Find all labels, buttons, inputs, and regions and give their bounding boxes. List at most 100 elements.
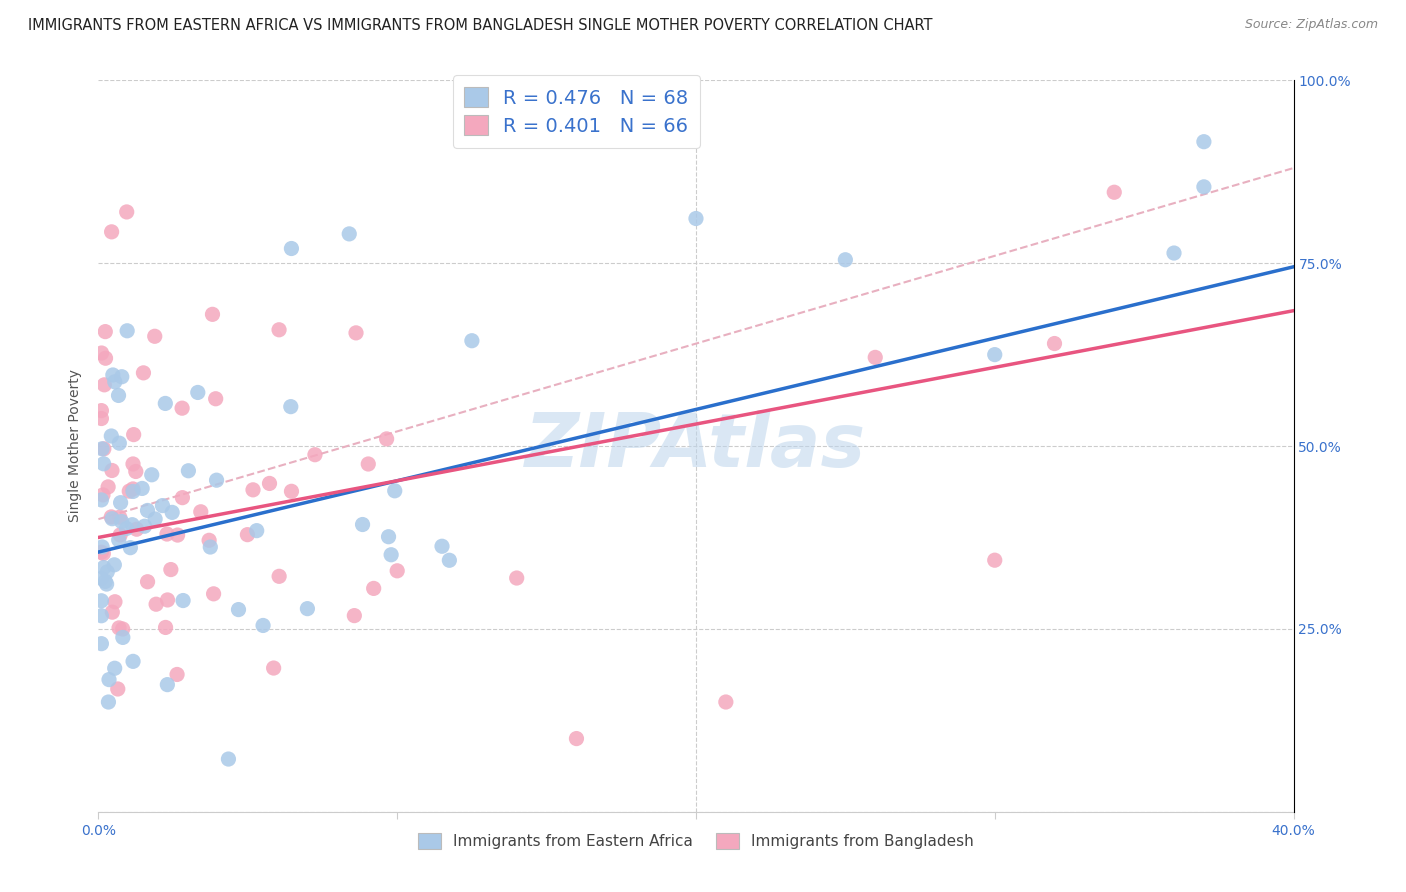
Point — [380, 548, 402, 562]
Point — [136, 574, 159, 589]
Point — [337, 227, 360, 241]
Point — [439, 553, 461, 567]
Point — [246, 524, 269, 538]
Point — [93, 457, 115, 471]
Legend: Immigrants from Eastern Africa, Immigrants from Bangladesh: Immigrants from Eastern Africa, Immigran… — [412, 827, 980, 855]
Point — [93, 547, 115, 561]
Point — [93, 377, 115, 392]
Point — [115, 324, 138, 338]
Point — [304, 448, 326, 462]
Point — [357, 457, 380, 471]
Point — [1163, 246, 1185, 260]
Point — [108, 436, 131, 450]
Point — [1192, 135, 1215, 149]
Point — [201, 307, 224, 321]
Point — [352, 517, 374, 532]
Point — [122, 484, 145, 499]
Point — [565, 731, 588, 746]
Point — [100, 225, 122, 239]
Point — [101, 463, 124, 477]
Point — [125, 465, 148, 479]
Point — [205, 473, 228, 487]
Point — [156, 527, 179, 541]
Point — [104, 375, 127, 389]
Point — [202, 587, 225, 601]
Point — [865, 351, 887, 365]
Point — [204, 392, 226, 406]
Point — [172, 593, 194, 607]
Point — [94, 325, 117, 339]
Point — [115, 205, 138, 219]
Point — [172, 491, 194, 505]
Point — [131, 482, 153, 496]
Point — [172, 401, 194, 416]
Point — [280, 400, 302, 414]
Point — [190, 505, 212, 519]
Point — [91, 488, 114, 502]
Point — [122, 427, 145, 442]
Point — [101, 368, 124, 382]
Point — [111, 631, 134, 645]
Point — [110, 515, 132, 529]
Point — [90, 608, 112, 623]
Point — [156, 593, 179, 607]
Point — [430, 539, 453, 553]
Point — [714, 695, 737, 709]
Text: ZIPAtlas: ZIPAtlas — [526, 409, 866, 483]
Point — [90, 403, 112, 417]
Point — [155, 620, 177, 634]
Y-axis label: Single Mother Poverty: Single Mother Poverty — [69, 369, 83, 523]
Point — [834, 252, 856, 267]
Point — [187, 385, 209, 400]
Point — [121, 517, 143, 532]
Point — [93, 560, 115, 574]
Point — [461, 334, 484, 348]
Point — [685, 211, 707, 226]
Point — [111, 622, 134, 636]
Point — [267, 323, 290, 337]
Point — [122, 482, 145, 496]
Point — [108, 528, 131, 542]
Point — [141, 467, 163, 482]
Point — [118, 484, 141, 499]
Point — [91, 540, 114, 554]
Point — [134, 519, 156, 533]
Point — [280, 484, 302, 499]
Point — [125, 522, 148, 536]
Point — [90, 571, 112, 585]
Point — [1104, 186, 1126, 200]
Point — [242, 483, 264, 497]
Point — [252, 618, 274, 632]
Point — [152, 499, 174, 513]
Point — [104, 661, 127, 675]
Point — [90, 545, 112, 559]
Point — [108, 621, 131, 635]
Point — [377, 530, 399, 544]
Point — [90, 594, 112, 608]
Point — [236, 527, 259, 541]
Point — [297, 601, 319, 615]
Point — [110, 496, 132, 510]
Point — [136, 503, 159, 517]
Point — [145, 597, 167, 611]
Point — [198, 533, 221, 548]
Point — [104, 595, 127, 609]
Point — [160, 563, 183, 577]
Point — [166, 667, 188, 681]
Point — [100, 429, 122, 443]
Point — [107, 681, 129, 696]
Point — [90, 637, 112, 651]
Point — [1043, 336, 1066, 351]
Point — [259, 476, 281, 491]
Text: IMMIGRANTS FROM EASTERN AFRICA VS IMMIGRANTS FROM BANGLADESH SINGLE MOTHER POVER: IMMIGRANTS FROM EASTERN AFRICA VS IMMIGR… — [28, 18, 932, 33]
Point — [217, 752, 239, 766]
Point — [984, 348, 1007, 362]
Point — [166, 528, 188, 542]
Point — [343, 608, 366, 623]
Point — [1192, 179, 1215, 194]
Point — [155, 396, 177, 410]
Point — [375, 432, 398, 446]
Point — [101, 512, 124, 526]
Text: Source: ZipAtlas.com: Source: ZipAtlas.com — [1244, 18, 1378, 31]
Point — [228, 602, 250, 616]
